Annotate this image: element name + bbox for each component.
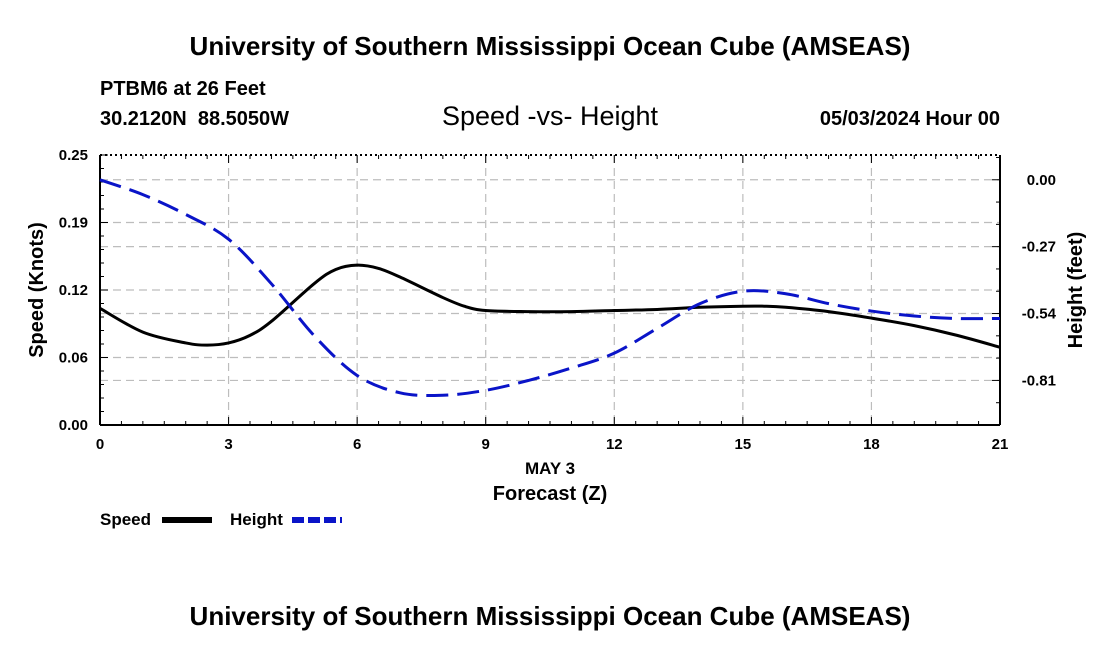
series-line-height <box>99 178 1001 398</box>
coordinates-label: 30.2120N 88.5050W <box>100 108 289 130</box>
x-tick-label-0: 0 <box>96 436 104 453</box>
y-right-tick-labels: 0.00 -0.27 -0.54 -0.81 <box>1022 172 1057 390</box>
x-tick-label-3: 9 <box>482 436 490 453</box>
legend: Speed Height <box>100 510 342 529</box>
legend-label-speed: Speed <box>100 510 151 529</box>
x-tick-label-1: 3 <box>224 436 232 453</box>
y-tick-label-2: 0.12 <box>59 282 88 299</box>
y-tick-label-4: 0.25 <box>59 147 88 164</box>
station-label: PTBM6 at 26 Feet <box>100 78 266 100</box>
legend-label-height: Height <box>230 510 283 529</box>
y2-tick-label-3: -0.81 <box>1022 372 1056 389</box>
x-tick-label-7: 21 <box>992 436 1009 453</box>
footer-title: University of Southern Mississippi Ocean… <box>190 601 911 631</box>
x-tick-label-2: 6 <box>353 436 361 453</box>
chart-series <box>99 178 1001 398</box>
grid-lines <box>100 155 1000 425</box>
x-tick-label-5: 15 <box>735 436 752 453</box>
datetime-label: 05/03/2024 Hour 00 <box>820 108 1000 130</box>
x-tick-label-6: 18 <box>863 436 880 453</box>
y-left-tick-labels: 0.00 0.06 0.12 0.19 0.25 <box>59 147 88 434</box>
y2-tick-label-2: -0.54 <box>1022 306 1057 323</box>
plot-title: Speed -vs- Height <box>442 101 659 131</box>
y-tick-label-3: 0.19 <box>59 215 88 232</box>
y-axis-label: Speed (Knots) <box>26 222 48 358</box>
x-tick-labels: 0 3 6 9 12 15 18 21 <box>96 436 1009 453</box>
y2-tick-label-0: 0.00 <box>1027 172 1056 189</box>
chart-title: University of Southern Mississippi Ocean… <box>190 31 911 61</box>
y-tick-label-1: 0.06 <box>59 350 88 367</box>
series-line-speed <box>99 263 1001 349</box>
y-tick-label-0: 0.00 <box>59 417 88 434</box>
y2-tick-label-1: -0.27 <box>1022 239 1056 256</box>
x-tick-label-4: 12 <box>606 436 623 453</box>
y2-axis-label: Height (feet) <box>1065 232 1087 349</box>
x-date-label: MAY 3 <box>525 459 575 478</box>
x-axis-label: Forecast (Z) <box>493 483 607 505</box>
